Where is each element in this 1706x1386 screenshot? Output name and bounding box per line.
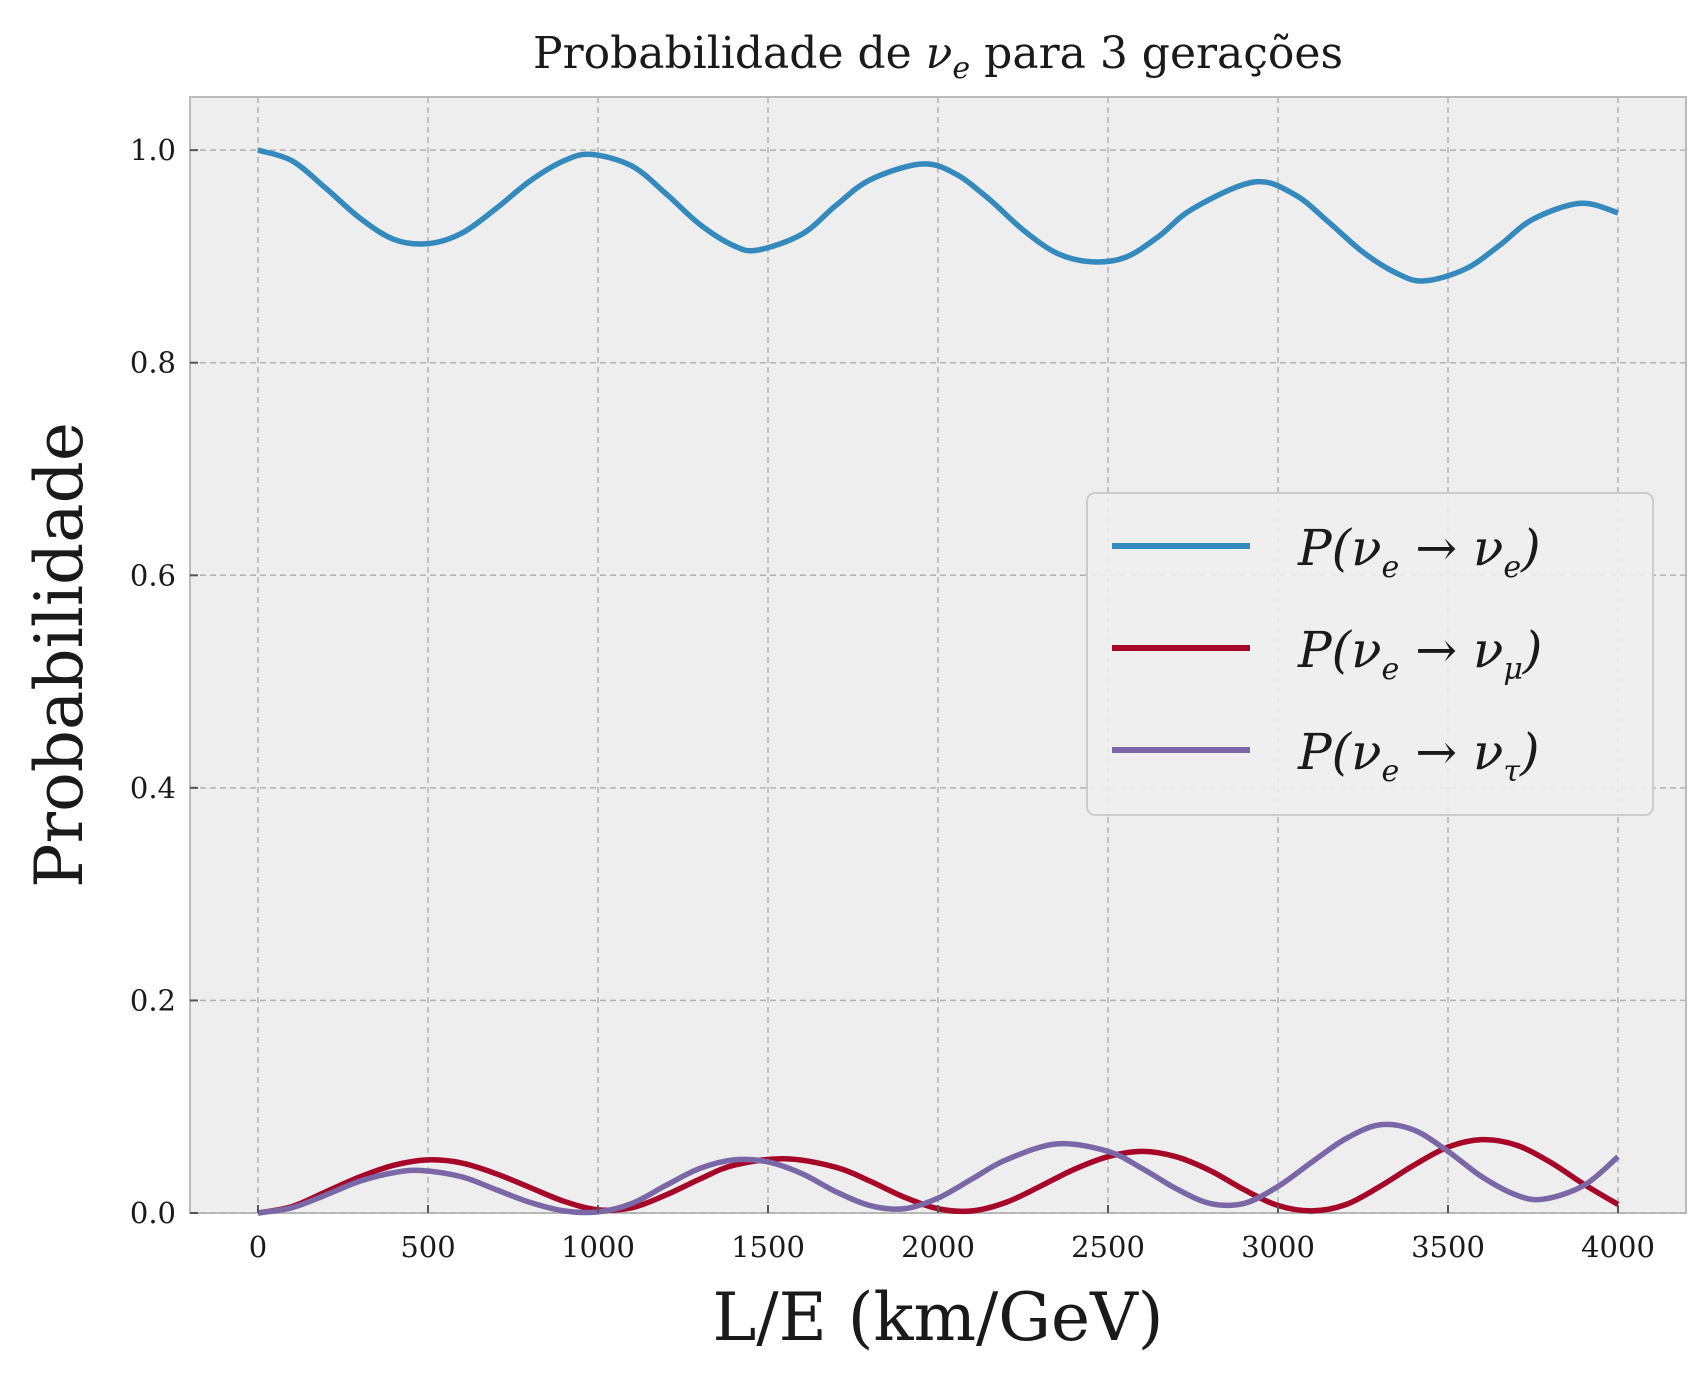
chart-title: Probabilidade de νe para 3 gerações (533, 28, 1343, 86)
x-tick-label: 500 (400, 1230, 455, 1264)
series-line-nue-nutau (257, 1121, 1620, 1216)
x-tick-label: 2000 (901, 1230, 975, 1264)
x-tick-label: 1500 (731, 1230, 805, 1264)
axis-ticks: 0 500 1000 1500 2000 2500 3000 3500 4000 0.0 0.2 0.… (130, 133, 1655, 1264)
series-line-nue-nue (257, 147, 1619, 284)
y-axis-label: Probabilidade (21, 422, 98, 888)
legend-box (1086, 492, 1654, 816)
x-tick-label: 4000 (1581, 1230, 1655, 1264)
y-tick-label: 0.8 (130, 346, 176, 380)
legend-label-nue-nutau: P(νe → ντ) (1297, 723, 1540, 789)
series-lines (257, 147, 1620, 1216)
x-tick-label: 3500 (1411, 1230, 1485, 1264)
y-tick-label: 0.2 (130, 983, 176, 1017)
legend-label-nue-numu: P(νe → νμ) (1297, 621, 1542, 687)
x-tick-label: 0 (249, 1230, 267, 1264)
y-tick-label: 0.4 (130, 771, 176, 805)
y-tick-label: 0.6 (130, 558, 176, 592)
x-tick-label: 1000 (561, 1230, 635, 1264)
series-line-nue-numu (257, 1136, 1620, 1216)
y-tick-label: 1.0 (130, 133, 176, 167)
grid-lines (190, 97, 1686, 1214)
x-tick-label: 3000 (1241, 1230, 1315, 1264)
x-axis-label: L/E (km/GeV) (713, 1279, 1164, 1356)
legend: P(νe → νe) P(νe → νμ) P(νe → ντ) (1086, 492, 1654, 816)
legend-label-nue-nue: P(νe → νe) (1297, 519, 1541, 585)
x-tick-label: 2500 (1071, 1230, 1145, 1264)
y-tick-label: 0.0 (130, 1196, 176, 1230)
